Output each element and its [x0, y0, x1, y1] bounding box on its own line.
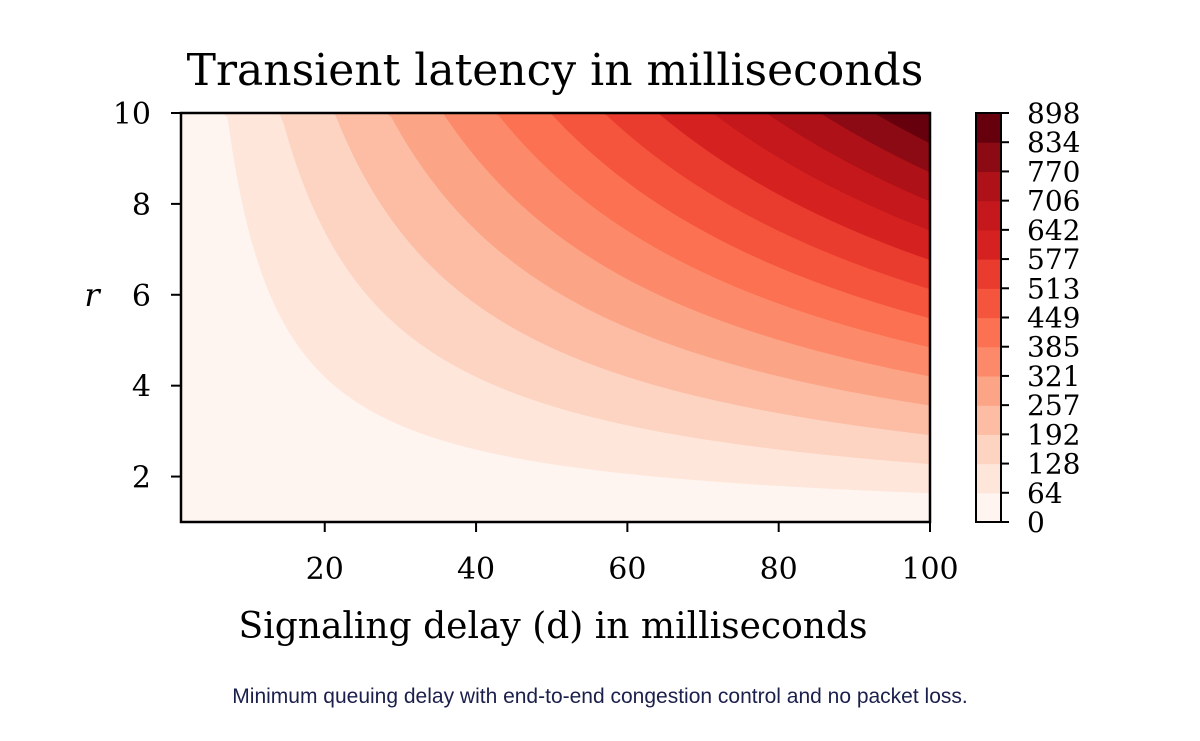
colorbar-segment [976, 463, 1001, 494]
colorbar-segment [976, 229, 1001, 260]
x-tick-label: 40 [457, 552, 495, 587]
colorbar-tick-label: 577 [1027, 243, 1080, 276]
colorbar-tick-label: 513 [1027, 272, 1080, 305]
colorbar-segment [976, 259, 1001, 289]
colorbar-segment [976, 405, 1001, 435]
colorbar-tick-label: 834 [1027, 126, 1080, 159]
colorbar-segment [976, 113, 1001, 143]
colorbar-tick-label: 64 [1027, 477, 1063, 510]
colorbar-tick-label: 449 [1027, 302, 1080, 335]
plot-area [181, 113, 930, 522]
colorbar-axis: 0641281922573213854495135776427067708348… [1001, 97, 1080, 539]
contour-band [181, 113, 930, 173]
colorbar-segment [976, 171, 1001, 202]
colorbar-tick-label: 321 [1027, 360, 1080, 393]
colorbar-segment [976, 346, 1001, 377]
colorbar-segment [976, 375, 1001, 406]
y-axis: 2 4 6 8 10 [113, 97, 181, 496]
colorbar-segment [976, 317, 1001, 348]
colorbar-segment [976, 492, 1001, 523]
y-tick-label: 4 [132, 370, 151, 405]
colorbar-segment [976, 200, 1001, 231]
colorbar-tick-label: 706 [1027, 185, 1080, 218]
colorbar-tick-label: 898 [1027, 97, 1080, 130]
colorbar-tick-label: 0 [1027, 506, 1045, 539]
x-axis-label: Signaling delay (d) in milliseconds [239, 606, 868, 647]
colorbar [976, 113, 1001, 523]
y-tick-label: 8 [132, 188, 151, 223]
x-axis: 20 40 60 80 100 [306, 522, 959, 587]
colorbar-tick-label: 192 [1027, 418, 1080, 451]
y-tick-label: 10 [113, 97, 151, 132]
figure-caption: Minimum queuing delay with end-to-end co… [232, 685, 967, 708]
colorbar-segment [976, 288, 1001, 319]
colorbar-segment [976, 142, 1001, 173]
plot-frame [179, 111, 932, 524]
colorbar-tick-label: 385 [1027, 331, 1080, 364]
y-tick-label: 6 [132, 279, 151, 314]
colorbar-tick-label: 642 [1027, 214, 1080, 247]
x-tick-label: 100 [901, 552, 958, 587]
colorbar-segment [976, 434, 1001, 465]
x-tick-label: 60 [608, 552, 646, 587]
colorbar-tick-label: 257 [1027, 389, 1080, 422]
chart-title: Transient latency in milliseconds [187, 45, 924, 96]
x-tick-label: 80 [760, 552, 798, 587]
contour-band [181, 113, 930, 261]
colorbar-tick-label: 128 [1027, 448, 1080, 481]
y-axis-label: r [84, 276, 101, 314]
colorbar-tick-label: 770 [1027, 155, 1080, 188]
x-tick-label: 20 [306, 552, 344, 587]
y-tick-label: 2 [132, 461, 151, 496]
